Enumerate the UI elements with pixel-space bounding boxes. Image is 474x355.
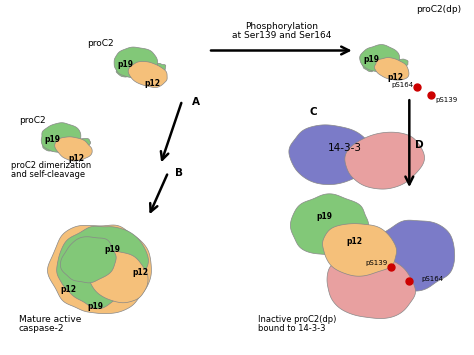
Polygon shape xyxy=(345,132,425,189)
Polygon shape xyxy=(362,63,374,72)
Polygon shape xyxy=(47,225,151,313)
Polygon shape xyxy=(291,194,369,255)
Text: p19: p19 xyxy=(104,245,120,254)
Text: A: A xyxy=(192,97,200,107)
Text: pS164: pS164 xyxy=(391,82,413,88)
Text: D: D xyxy=(415,140,424,150)
Polygon shape xyxy=(374,58,409,80)
Text: proC2 dimerization: proC2 dimerization xyxy=(11,161,91,170)
Text: proC2: proC2 xyxy=(87,38,114,48)
Text: 14-3-3: 14-3-3 xyxy=(328,143,362,153)
Polygon shape xyxy=(116,68,129,77)
Text: pS164: pS164 xyxy=(421,275,443,282)
Polygon shape xyxy=(75,138,91,148)
Text: p12: p12 xyxy=(387,73,403,82)
Polygon shape xyxy=(151,63,166,73)
Polygon shape xyxy=(327,254,416,318)
Text: bound to 14-3-3: bound to 14-3-3 xyxy=(258,324,326,333)
Text: pS139: pS139 xyxy=(435,97,457,103)
Polygon shape xyxy=(41,123,81,152)
Text: p12: p12 xyxy=(69,154,85,163)
Text: at Ser139 and Ser164: at Ser139 and Ser164 xyxy=(232,31,331,39)
Text: pS139: pS139 xyxy=(365,260,387,266)
Text: p12: p12 xyxy=(61,285,77,294)
Text: p12: p12 xyxy=(132,268,148,277)
Text: p19: p19 xyxy=(45,135,61,144)
Text: Inactive proC2(dp): Inactive proC2(dp) xyxy=(258,316,336,324)
Text: Phosphorylation: Phosphorylation xyxy=(246,22,319,31)
Text: p19: p19 xyxy=(118,60,134,69)
Text: p12: p12 xyxy=(144,79,160,88)
Text: and self-cleavage: and self-cleavage xyxy=(11,170,85,179)
Polygon shape xyxy=(322,224,397,276)
Text: p12: p12 xyxy=(346,237,363,246)
Text: p19: p19 xyxy=(317,212,333,222)
Text: proC2(dp): proC2(dp) xyxy=(416,5,461,13)
Text: B: B xyxy=(175,168,183,178)
Polygon shape xyxy=(360,45,400,72)
Polygon shape xyxy=(89,251,148,303)
Polygon shape xyxy=(43,142,55,151)
Polygon shape xyxy=(371,220,455,291)
Polygon shape xyxy=(128,61,167,88)
Text: C: C xyxy=(310,107,317,117)
Polygon shape xyxy=(289,125,371,185)
Text: Mature active: Mature active xyxy=(19,316,81,324)
Polygon shape xyxy=(114,47,158,78)
Text: p19: p19 xyxy=(88,302,103,311)
Polygon shape xyxy=(393,59,408,69)
Text: p19: p19 xyxy=(364,55,380,64)
Text: caspase-2: caspase-2 xyxy=(19,324,64,333)
Polygon shape xyxy=(57,226,148,309)
Text: proC2: proC2 xyxy=(19,116,46,125)
Polygon shape xyxy=(55,137,92,161)
Polygon shape xyxy=(60,237,116,283)
